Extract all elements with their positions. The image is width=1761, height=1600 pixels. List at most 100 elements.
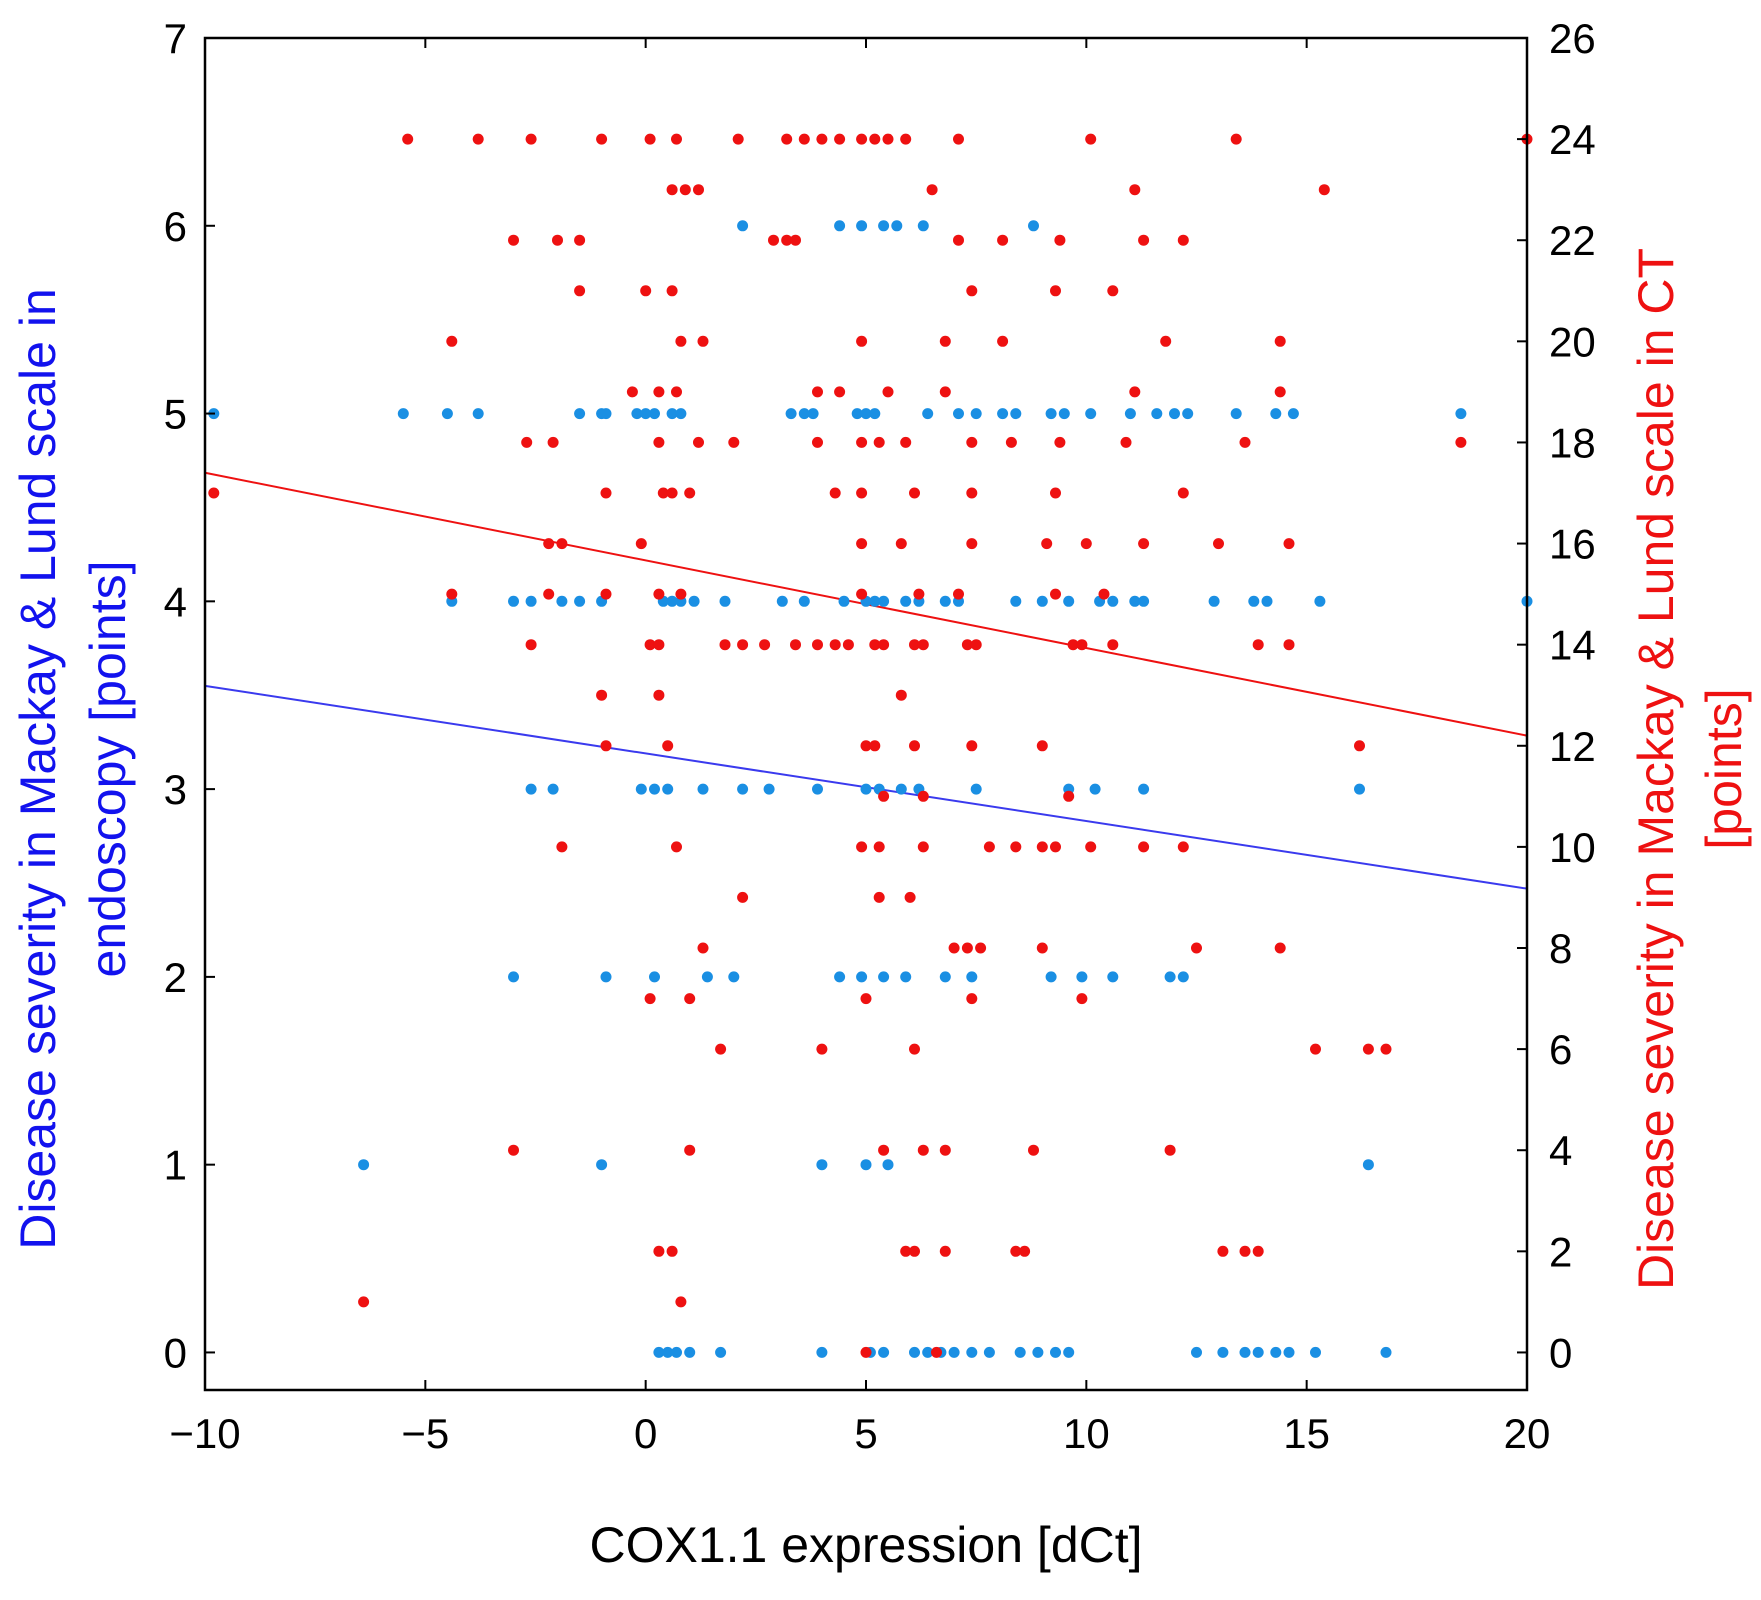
ct-point: [508, 234, 519, 246]
endoscopy-point: [1076, 971, 1088, 983]
endoscopy-point: [1217, 1346, 1229, 1358]
ct-point: [715, 1043, 727, 1055]
endoscopy-point: [807, 408, 819, 420]
ct-point: [909, 1245, 920, 1257]
ct-point: [909, 639, 920, 651]
ct-point: [1177, 487, 1189, 499]
axes: [203, 36, 1529, 1392]
ct-point: [675, 588, 687, 600]
ct-point: [666, 487, 678, 499]
ct-point: [671, 386, 682, 398]
ct-point: [997, 335, 1009, 347]
endoscopy-point: [1036, 595, 1048, 607]
ct-point: [931, 1346, 942, 1358]
ct-point: [552, 234, 563, 246]
y-right-tick-label: 26: [1549, 15, 1596, 62]
x-tick-label: 5: [854, 1410, 877, 1457]
ct-point: [834, 133, 846, 145]
ct-point: [635, 538, 647, 550]
endoscopy-point: [666, 408, 678, 420]
ct-point: [939, 386, 951, 398]
ct-point: [873, 891, 885, 903]
y-right-tick-label: 24: [1549, 116, 1596, 163]
ct-point: [842, 639, 854, 651]
ct-point: [917, 639, 929, 651]
ct-point: [547, 436, 559, 448]
endoscopy-point: [1252, 1346, 1264, 1358]
ct-point: [653, 386, 665, 398]
ct-point: [1010, 841, 1022, 853]
endoscopy-point: [1314, 595, 1326, 607]
y-left-tick-label: 5: [164, 391, 187, 438]
y-left-tick-label: 3: [164, 766, 187, 813]
ct-point: [1050, 487, 1061, 499]
ct-point: [1177, 841, 1189, 853]
ct-point: [697, 335, 709, 347]
endoscopy-point: [1107, 971, 1119, 983]
ct-point: [640, 285, 652, 297]
ct-point: [873, 841, 885, 853]
y-right-tick-label: 22: [1549, 217, 1596, 264]
ct-point: [856, 335, 868, 347]
endoscopy-point: [525, 595, 537, 607]
ct-point: [1239, 1245, 1251, 1257]
ct-point: [1217, 1245, 1229, 1257]
ct-point: [816, 133, 828, 145]
ct-point: [472, 133, 484, 145]
ct-point: [543, 538, 555, 550]
ct-point: [653, 588, 665, 600]
endoscopy-point: [662, 783, 674, 795]
ct-point: [781, 133, 793, 145]
ct-point: [953, 133, 964, 145]
endoscopy-point: [869, 595, 881, 607]
ct-point: [1191, 942, 1202, 954]
endoscopy-point: [649, 971, 660, 983]
endoscopy-point: [1063, 1346, 1075, 1358]
ct-point: [1138, 234, 1150, 246]
ct-point: [917, 1144, 929, 1156]
ct-point: [1067, 639, 1079, 651]
ct-point: [1005, 436, 1017, 448]
ct-point: [1080, 538, 1092, 550]
data-points: [208, 133, 1533, 1358]
endoscopy-series: [208, 220, 1533, 1358]
endoscopy-point: [441, 408, 453, 420]
ct-point: [1076, 993, 1088, 1005]
endoscopy-point: [1010, 595, 1022, 607]
ct-point: [909, 1043, 920, 1055]
ct-point: [900, 133, 912, 145]
ct-point: [882, 133, 894, 145]
y-right-tick-label: 4: [1549, 1127, 1572, 1174]
ct-point: [961, 942, 973, 954]
y-left-axis-title: Disease severity in Mackay & Lund scale …: [10, 288, 136, 1250]
endoscopy-point: [728, 971, 740, 983]
y-right-tick-label: 20: [1549, 318, 1596, 365]
ct-point: [596, 133, 608, 145]
endoscopy-point: [1354, 783, 1365, 795]
endoscopy-point: [1164, 971, 1176, 983]
y-right-tick-label: 10: [1549, 824, 1596, 871]
x-axis-title: COX1.1 expression [dCt]: [589, 1517, 1142, 1573]
ct-point: [856, 487, 868, 499]
ct-point: [693, 184, 704, 196]
endoscopy-point: [939, 595, 951, 607]
endoscopy-point: [939, 971, 951, 983]
ct-point: [600, 740, 612, 752]
endoscopy-point: [1261, 595, 1273, 607]
ct-point: [856, 133, 868, 145]
ct-point: [1213, 538, 1224, 550]
endoscopy-point: [1287, 408, 1299, 420]
ct-point: [666, 285, 678, 297]
x-tick-label: −10: [169, 1410, 240, 1457]
ct-point: [1252, 639, 1264, 651]
y-left-tick-label: 2: [164, 954, 187, 1001]
ct-point: [1362, 1043, 1374, 1055]
x-tick-label: 10: [1063, 1410, 1110, 1457]
ct-point: [693, 436, 704, 448]
endoscopy-point: [1239, 1346, 1251, 1358]
endoscopy-point: [1151, 408, 1163, 420]
endoscopy-point: [860, 408, 872, 420]
y-right-tick-label: 16: [1549, 521, 1596, 568]
endoscopy-point: [1107, 595, 1119, 607]
ct-point: [1274, 335, 1286, 347]
